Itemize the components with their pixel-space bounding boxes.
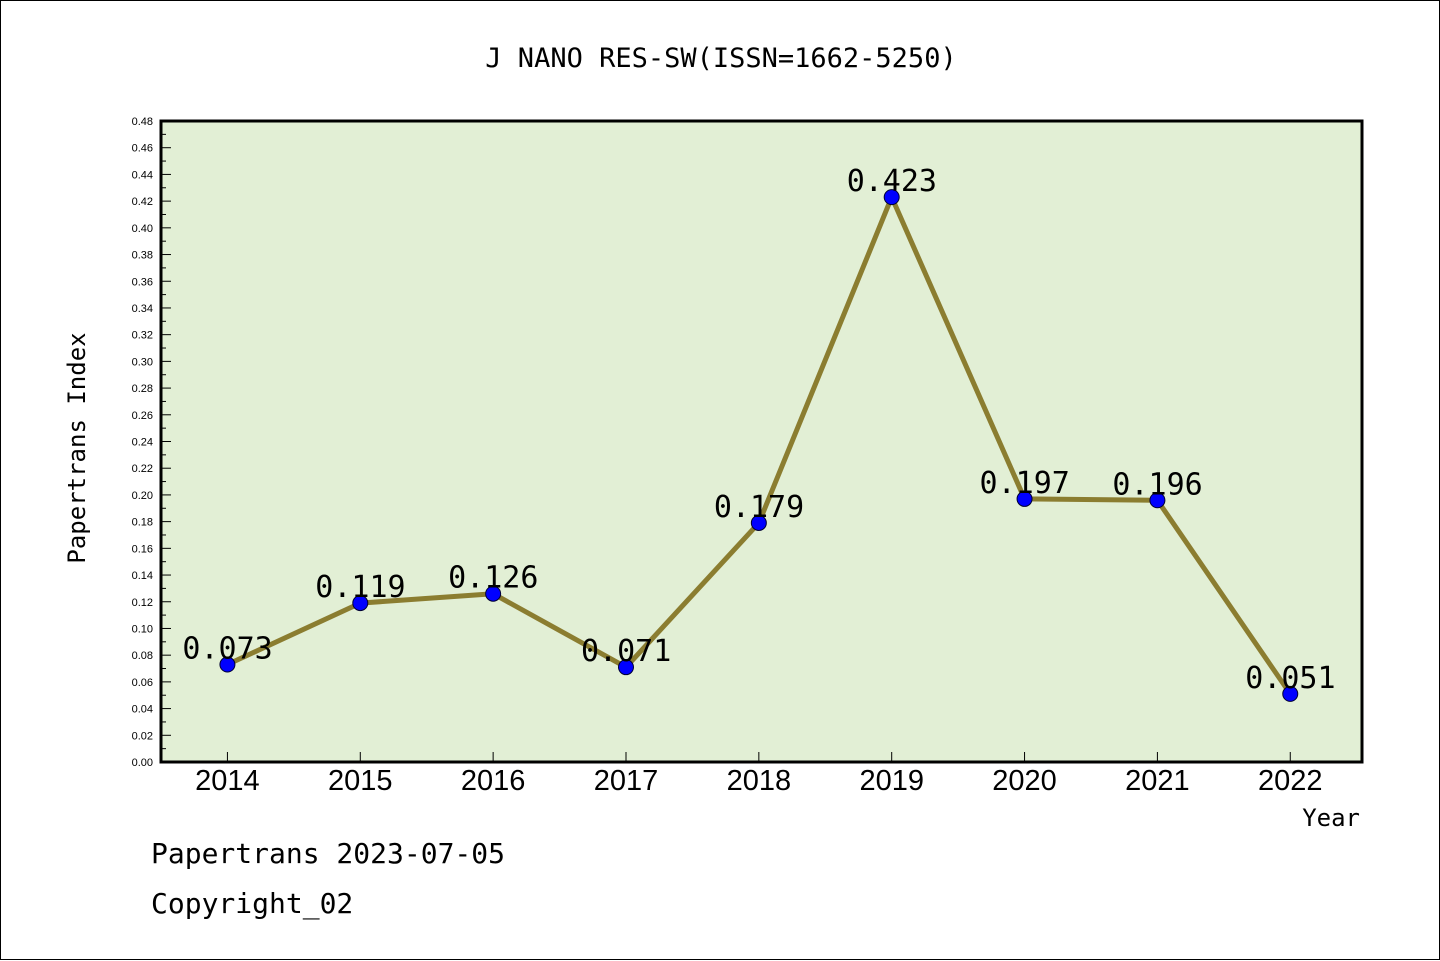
y-tick-label: 0.32 bbox=[132, 330, 153, 342]
y-tick-label: 0.42 bbox=[132, 196, 153, 208]
y-tick-label: 0.00 bbox=[132, 757, 153, 769]
y-tick-label: 0.34 bbox=[132, 303, 153, 315]
data-label: 0.071 bbox=[581, 634, 671, 669]
data-label: 0.073 bbox=[182, 632, 272, 667]
y-tick-label: 0.44 bbox=[132, 169, 153, 181]
data-label: 0.119 bbox=[315, 570, 405, 605]
y-tick-label: 0.22 bbox=[132, 463, 153, 475]
x-tick-label: 2022 bbox=[1258, 765, 1323, 797]
chart-title: J NANO RES-SW(ISSN=1662-5250) bbox=[485, 43, 956, 74]
y-tick-label: 0.10 bbox=[132, 623, 153, 635]
data-point bbox=[1016, 490, 1033, 507]
y-tick-label: 0.20 bbox=[132, 490, 153, 502]
y-tick-label: 0.16 bbox=[132, 543, 153, 555]
y-tick-label: 0.18 bbox=[132, 517, 153, 529]
data-point bbox=[750, 514, 767, 531]
x-axis-label: Year bbox=[1302, 804, 1360, 832]
y-tick-label: 0.08 bbox=[132, 650, 153, 662]
y-tick-label: 0.14 bbox=[132, 570, 153, 582]
y-tick-label: 0.38 bbox=[132, 250, 153, 262]
data-label: 0.126 bbox=[448, 561, 538, 596]
y-tick-label: 0.26 bbox=[132, 410, 153, 422]
x-tick-label: 2016 bbox=[461, 765, 526, 797]
data-labels: 0.073 0.119 0.126 0.071 0.179 0.423 0.197 0.196… bbox=[182, 164, 1335, 696]
y-tick-label: 0.30 bbox=[132, 356, 153, 368]
data-point bbox=[219, 656, 236, 673]
x-tick-label: 2019 bbox=[859, 765, 924, 797]
data-point bbox=[1282, 685, 1299, 702]
x-tick-label: 2021 bbox=[1125, 765, 1190, 797]
data-label: 0.051 bbox=[1245, 661, 1335, 696]
data-label: 0.196 bbox=[1112, 467, 1202, 502]
y-tick-label: 0.02 bbox=[132, 730, 153, 742]
x-tick-label: 2020 bbox=[992, 765, 1057, 797]
data-point bbox=[883, 189, 900, 206]
data-point bbox=[617, 659, 634, 676]
y-tick-label: 0.12 bbox=[132, 597, 153, 609]
footer-date-stamp: Papertrans 2023-07-05 bbox=[151, 837, 506, 870]
x-axis-ticks: 2014 2015 2016 2017 2018 2019 2020 2021 2022 bbox=[195, 752, 1323, 797]
data-point bbox=[485, 585, 502, 602]
y-axis-ticks: 0.00 0.02 0.04 0.06 0.08 0.10 0.12 0.14 0.16 0.18… bbox=[132, 116, 171, 769]
data-point bbox=[1149, 492, 1166, 509]
x-tick-label: 2015 bbox=[328, 765, 393, 797]
y-tick-label: 0.40 bbox=[132, 223, 153, 235]
footer-copyright: Copyright_02 bbox=[151, 887, 354, 920]
data-label: 0.179 bbox=[714, 490, 804, 525]
x-tick-label: 2017 bbox=[594, 765, 659, 797]
y-tick-label: 0.24 bbox=[132, 437, 153, 449]
y-tick-label: 0.46 bbox=[132, 143, 153, 155]
series-points bbox=[219, 189, 1299, 702]
y-tick-label: 0.06 bbox=[132, 677, 153, 689]
x-tick-label: 2018 bbox=[727, 765, 792, 797]
y-tick-label: 0.04 bbox=[132, 704, 153, 716]
y-tick-label: 0.48 bbox=[132, 116, 153, 128]
x-tick-label: 2014 bbox=[195, 765, 260, 797]
data-label: 0.197 bbox=[980, 466, 1070, 501]
y-tick-label: 0.36 bbox=[132, 276, 153, 288]
y-axis-label: Papertrans Index bbox=[63, 332, 91, 563]
y-tick-label: 0.28 bbox=[132, 383, 153, 395]
data-label: 0.423 bbox=[847, 164, 937, 199]
data-point bbox=[352, 595, 369, 612]
plot-area bbox=[159, 119, 1364, 764]
